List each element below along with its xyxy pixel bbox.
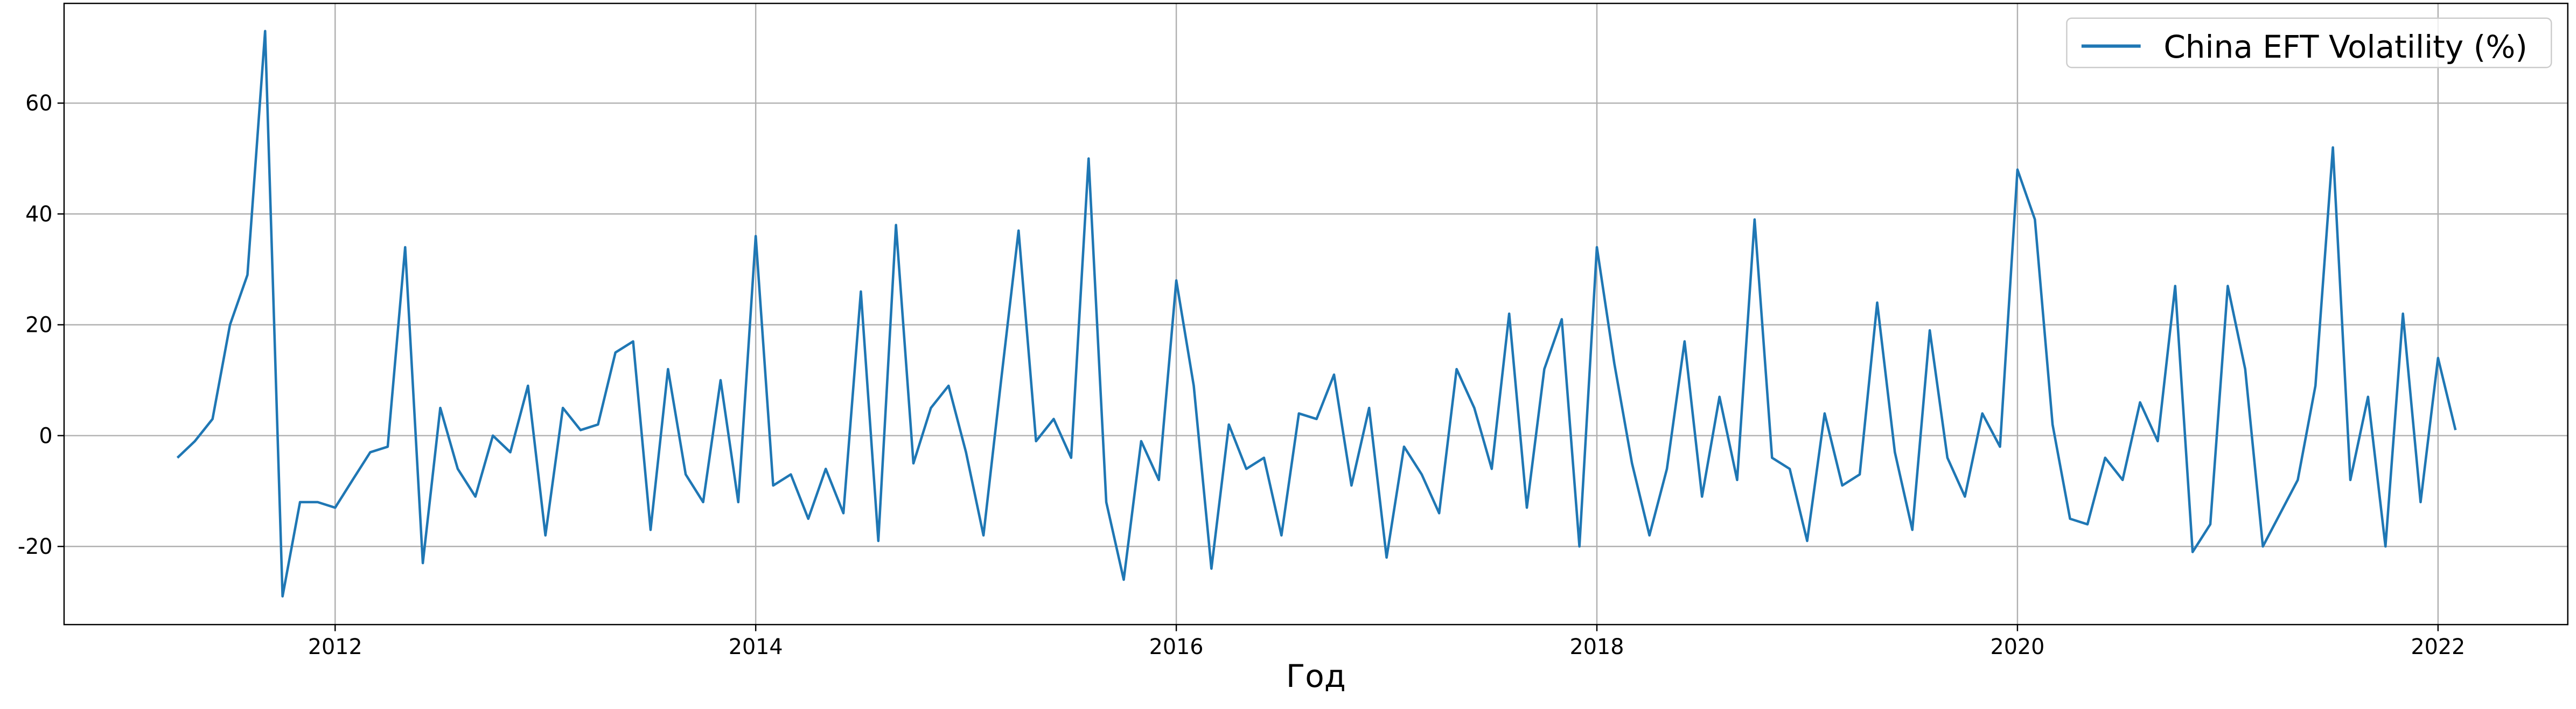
x-tick-label: 2014 xyxy=(729,635,783,659)
x-tick-label: 2022 xyxy=(2411,635,2465,659)
x-tick-label: 2012 xyxy=(308,635,362,659)
y-tick-label: 20 xyxy=(25,313,52,338)
y-tick-label: 0 xyxy=(39,423,52,448)
x-tick-label: 2020 xyxy=(1990,635,2044,659)
y-tick-label: -20 xyxy=(18,534,53,559)
x-tick-label: 2016 xyxy=(1149,635,1204,659)
plot-frame xyxy=(63,3,2568,625)
y-tick-label: 60 xyxy=(25,91,52,116)
data-line xyxy=(176,30,2457,598)
legend-label: China EFT Volatility (%) xyxy=(2163,29,2528,65)
legend-box xyxy=(2066,17,2552,68)
x-tick-label: 2018 xyxy=(1570,635,1624,659)
y-tick-label: 40 xyxy=(25,202,52,227)
x-axis-label: Год xyxy=(1286,658,1346,694)
